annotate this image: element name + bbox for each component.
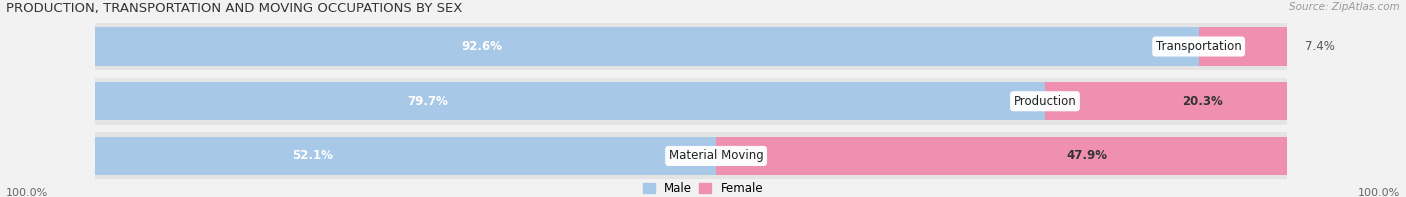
Bar: [96, 137, 716, 175]
FancyBboxPatch shape: [96, 78, 1286, 125]
Bar: [716, 137, 1286, 175]
FancyBboxPatch shape: [96, 132, 1286, 179]
Text: 20.3%: 20.3%: [1182, 95, 1223, 108]
Text: 100.0%: 100.0%: [6, 188, 48, 197]
Text: Material Moving: Material Moving: [669, 150, 763, 163]
Text: 79.7%: 79.7%: [408, 95, 449, 108]
Text: 7.4%: 7.4%: [1305, 40, 1334, 53]
FancyBboxPatch shape: [96, 23, 1286, 70]
Bar: [96, 27, 1199, 66]
Bar: [1045, 82, 1286, 120]
Text: Transportation: Transportation: [1156, 40, 1241, 53]
Text: 92.6%: 92.6%: [461, 40, 502, 53]
Text: Source: ZipAtlas.com: Source: ZipAtlas.com: [1289, 2, 1400, 12]
Text: 52.1%: 52.1%: [292, 150, 333, 163]
Legend: Male, Female: Male, Female: [643, 182, 763, 195]
Bar: [1199, 27, 1286, 66]
Text: Production: Production: [1014, 95, 1077, 108]
Text: 47.9%: 47.9%: [1067, 150, 1108, 163]
Bar: [96, 82, 1045, 120]
Text: 100.0%: 100.0%: [1358, 188, 1400, 197]
Text: PRODUCTION, TRANSPORTATION AND MOVING OCCUPATIONS BY SEX: PRODUCTION, TRANSPORTATION AND MOVING OC…: [6, 2, 463, 15]
